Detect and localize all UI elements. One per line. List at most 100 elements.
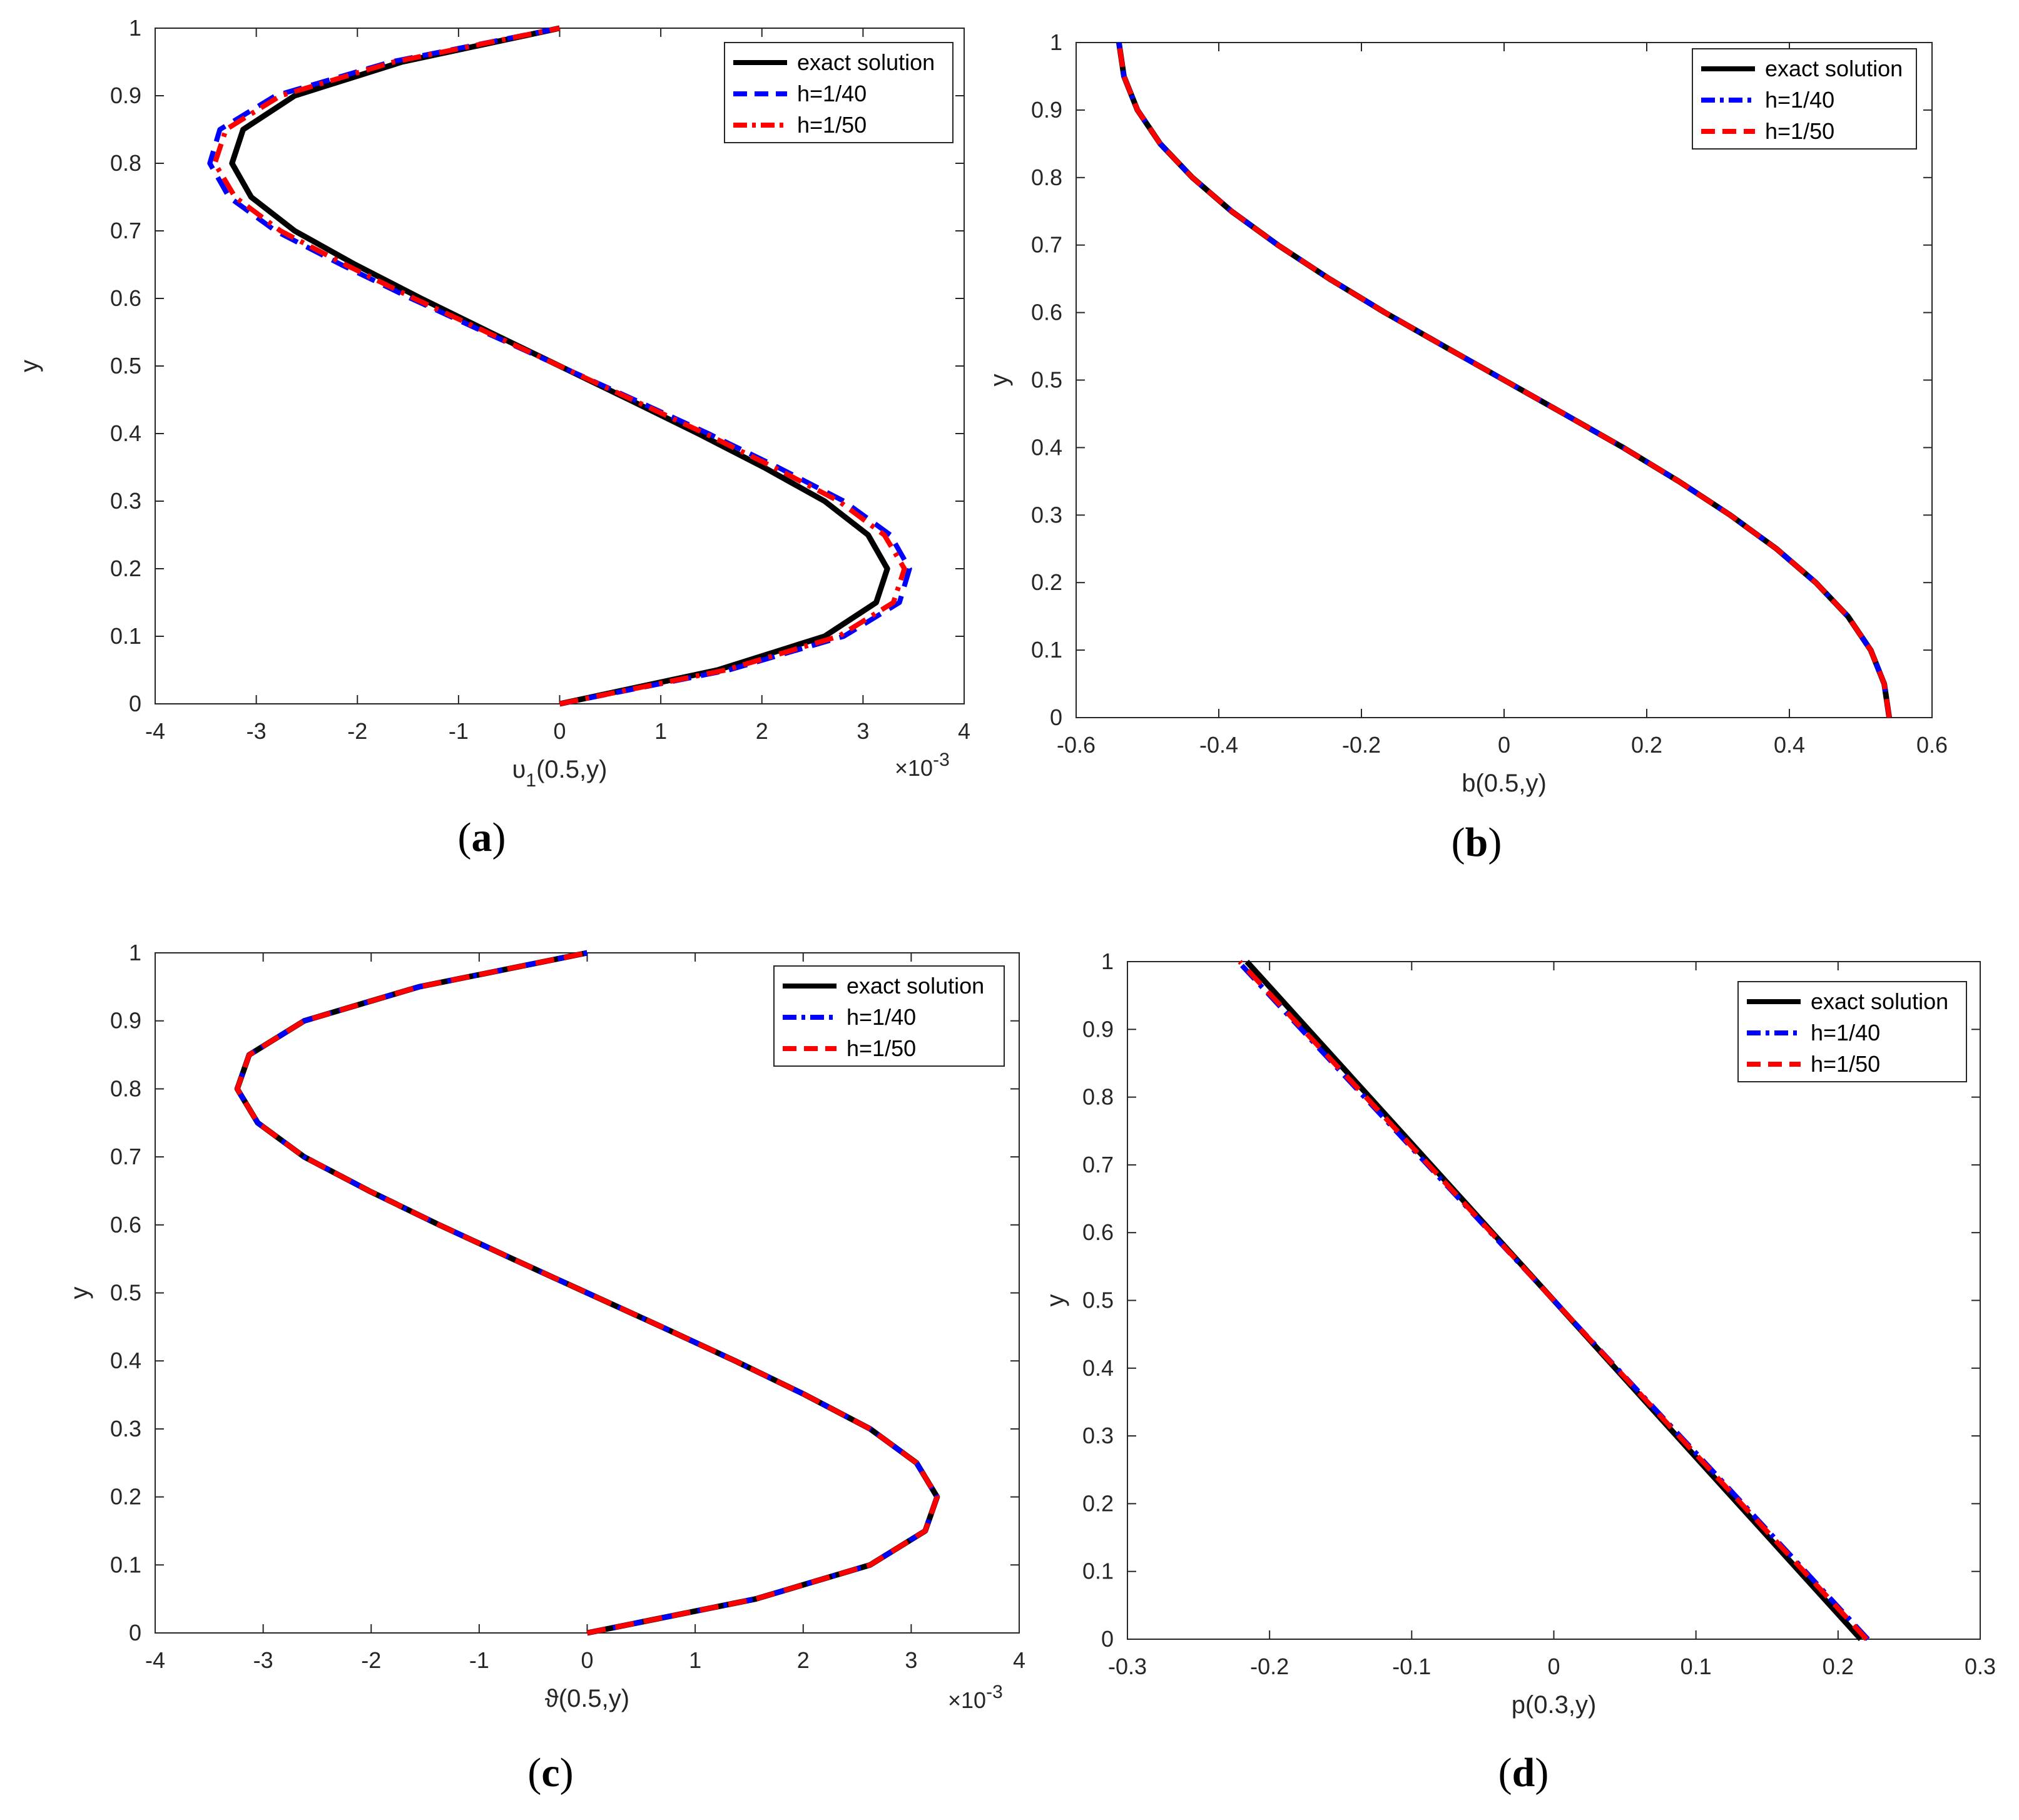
caption-open: ( [458, 815, 472, 860]
y-tick-label: 0.7 [1082, 1152, 1114, 1177]
legend-label: h=1/40 [1765, 87, 1834, 113]
caption-open: ( [527, 1750, 541, 1796]
y-axis-label: y [16, 360, 43, 372]
y-tick-label: 0.9 [110, 1008, 141, 1034]
legend-label: h=1/50 [1765, 118, 1834, 144]
y-tick-label: 0.8 [110, 1075, 141, 1101]
legend-label: h=1/40 [847, 1004, 916, 1030]
y-tick-label: 0.5 [1031, 367, 1062, 393]
y-tick-label: 0.4 [1082, 1355, 1114, 1381]
series-line-h-1-50 [235, 950, 940, 1635]
series-line-h-1-40 [207, 26, 912, 706]
series-line-h-1-50 [212, 26, 907, 706]
x-tick-label: 0 [553, 718, 566, 744]
multiplier-base: ×10 [948, 1687, 986, 1713]
x-tick-label: 2 [797, 1647, 810, 1673]
y-tick-label: 1 [129, 15, 141, 41]
y-tick-label: 0.1 [110, 623, 141, 649]
caption-close: ) [1488, 820, 1502, 865]
y-tick-label: 0.4 [1031, 434, 1062, 460]
y-tick-label: 1 [1101, 948, 1114, 974]
legend-label: h=1/50 [847, 1035, 916, 1061]
y-tick-label: 0.2 [110, 1484, 141, 1510]
panel-caption-b: (b) [1452, 820, 1502, 865]
y-tick-label: 0.8 [1031, 165, 1062, 190]
legend-label: h=1/50 [797, 112, 867, 138]
x-tick-label: 0.2 [1823, 1654, 1854, 1679]
x-tick-label: 4 [1013, 1647, 1025, 1673]
y-tick-label: 0.7 [110, 1144, 141, 1169]
panel-caption-d: (d) [1498, 1750, 1549, 1796]
legend-label: h=1/50 [1811, 1051, 1880, 1077]
y-tick-label: 0.9 [1082, 1016, 1114, 1042]
legend-d: exact solution h=1/40 h=1/50 [1737, 981, 1967, 1082]
y-tick-label: 0 [129, 1620, 141, 1645]
x-tick-label: -0.1 [1392, 1654, 1431, 1679]
chart-panel-a: -4 -3 -2 -1 0 1 2 3 4 0 0.1 0.2 0.3 0.4 0.5 0.6 0.7 0.8 0.… [16, 15, 970, 860]
y-tick-label: 0.7 [1031, 232, 1062, 258]
y-axis-label: y [1042, 1294, 1069, 1307]
x-tick-label: 3 [857, 718, 869, 744]
x-tick-label: 1 [654, 718, 667, 744]
x-axis-label-rest: (0.5,y) [536, 756, 607, 783]
x-tick-label: 3 [905, 1647, 917, 1673]
y-tick-label: 0.6 [1082, 1219, 1114, 1245]
caption-letter: d [1512, 1750, 1535, 1796]
y-tick-label: 0.8 [1082, 1084, 1114, 1110]
legend-a: exact solution h=1/40 h=1/50 [724, 42, 954, 143]
y-tick-label: 1 [129, 940, 141, 965]
y-tick-label: 0.5 [1082, 1288, 1114, 1313]
y-tick-label: 0.1 [1082, 1558, 1114, 1584]
x-axis-label-sub: 1 [526, 770, 536, 791]
y-tick-label: 0.6 [110, 285, 141, 311]
y-tick-label: 0.3 [1031, 502, 1062, 527]
y-tick-label: 0.2 [1082, 1490, 1114, 1516]
y-tick-label: 0 [1101, 1626, 1114, 1652]
y-tick-label: 0.4 [110, 1348, 141, 1373]
y-tick-label: 0.3 [110, 488, 141, 514]
legend-label: exact solution [847, 973, 984, 999]
multiplier-exponent: -3 [933, 750, 950, 770]
x-axis-label: p(0.3,y) [1512, 1691, 1597, 1719]
y-axis-label: y [985, 374, 1013, 387]
y-tick-label: 0.9 [110, 83, 141, 108]
caption-open: ( [1498, 1750, 1512, 1796]
x-tick-label: -1 [449, 718, 469, 744]
caption-close: ) [1535, 1750, 1549, 1796]
x-tick-label: -4 [145, 718, 165, 744]
caption-close: ) [492, 815, 506, 860]
chart-panel-c: -4 -3 -2 -1 0 1 2 3 4 0 0.1 0.2 0.3 0.4 0.5 0.6 0.7 0.8 0.… [66, 940, 1025, 1796]
x-tick-label: 0.2 [1631, 732, 1662, 758]
legend-label: exact solution [1811, 989, 1948, 1014]
panel-caption-a: (a) [458, 815, 506, 860]
y-tick-label: 1 [1050, 29, 1062, 55]
x-axis-multiplier: ×10-3 [895, 750, 950, 781]
x-tick-label: 1 [689, 1647, 701, 1673]
x-tick-label: -2 [347, 718, 367, 744]
chart-panel-b: -0.6 -0.4 -0.2 0 0.2 0.4 0.6 0 0.1 0.2 0.3 0.4 0.5 0.… [985, 29, 1948, 865]
x-tick-label: -0.4 [1199, 732, 1238, 758]
y-tick-label: 0.9 [1031, 97, 1062, 123]
x-tick-label: -1 [469, 1647, 489, 1673]
x-axis-label: b(0.5,y) [1462, 770, 1547, 797]
legend-label: exact solution [1765, 56, 1903, 81]
x-axis-label: υ1(0.5,y) [512, 756, 608, 791]
x-tick-label: 0 [581, 1647, 593, 1673]
legend-b: exact solution h=1/40 h=1/50 [1692, 48, 1917, 150]
y-tick-label: 0.5 [110, 353, 141, 379]
x-axis-label: ϑ(0.5,y) [545, 1685, 629, 1712]
caption-letter: a [472, 815, 492, 860]
y-tick-label: 0.6 [1031, 300, 1062, 325]
x-axis-label-main: p(0.3,y) [1512, 1691, 1597, 1719]
x-tick-label: 0.6 [1916, 732, 1948, 758]
y-tick-label: 0.1 [110, 1552, 141, 1577]
x-tick-label: -3 [247, 718, 267, 744]
y-axis-label: y [66, 1287, 93, 1299]
y-tick-label: 0.1 [1031, 637, 1062, 663]
x-tick-label: -0.3 [1108, 1654, 1147, 1679]
y-tick-label: 0.6 [110, 1212, 141, 1238]
x-tick-label: 0 [1498, 732, 1510, 758]
y-tick-label: 0.2 [110, 556, 141, 581]
legend-c: exact solution h=1/40 h=1/50 [773, 965, 1005, 1067]
caption-letter: b [1465, 820, 1488, 865]
